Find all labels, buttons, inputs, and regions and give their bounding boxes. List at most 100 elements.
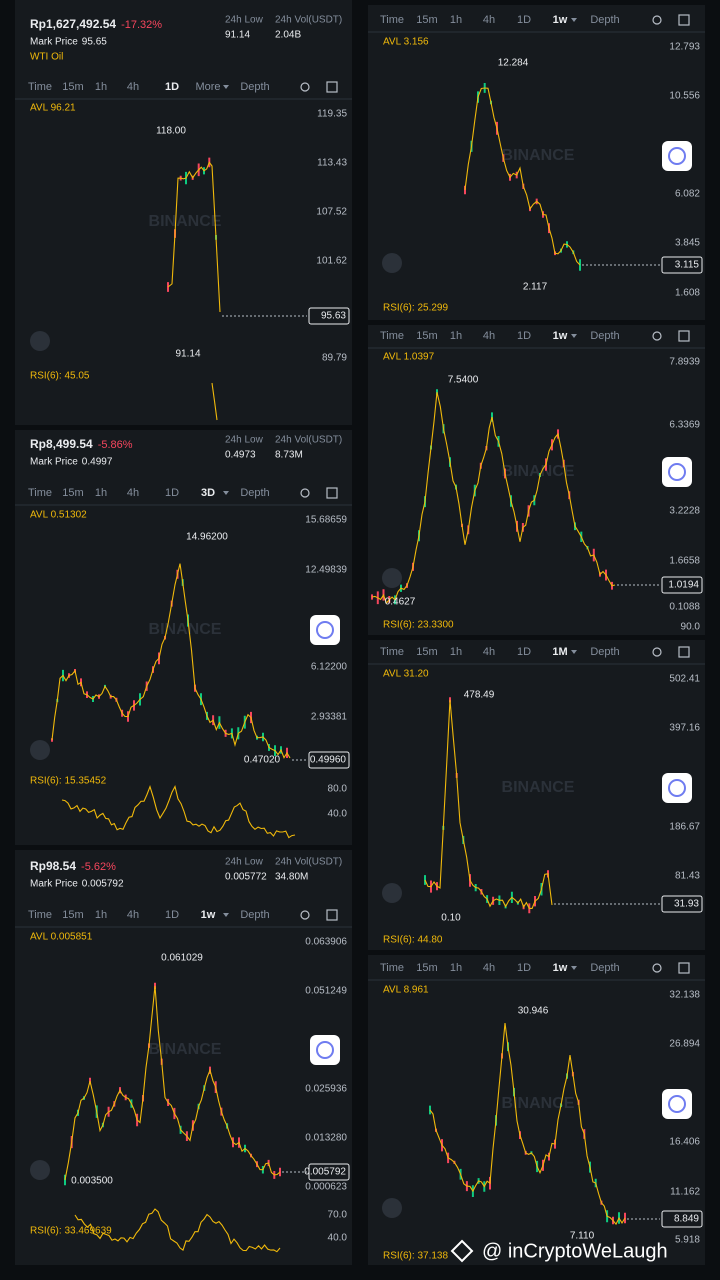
axis-label: 5.918 — [675, 1235, 700, 1246]
time-tab[interactable]: 15m — [416, 14, 437, 26]
time-tab[interactable]: 4h — [127, 487, 139, 499]
time-tab[interactable]: 1D — [165, 909, 179, 921]
expand-button[interactable] — [382, 253, 402, 273]
time-tab[interactable]: More — [195, 81, 220, 93]
expand-button[interactable] — [30, 331, 50, 351]
layout-icon[interactable] — [326, 81, 338, 93]
time-tab[interactable]: Depth — [590, 330, 619, 342]
time-tab[interactable]: 4h — [483, 330, 495, 342]
vol-label: 24h Vol(USDT) — [275, 857, 342, 868]
axis-label: 3.2228 — [669, 506, 700, 517]
time-tab[interactable]: Time — [380, 330, 404, 342]
last-price-box — [661, 576, 703, 594]
time-tab[interactable]: 15m — [416, 330, 437, 342]
time-tab[interactable]: Depth — [240, 487, 269, 499]
time-tab[interactable]: 1h — [450, 14, 462, 26]
settings-icon[interactable] — [300, 488, 310, 498]
watermark: BINANCE — [502, 1095, 575, 1112]
time-tab[interactable]: 15m — [416, 646, 437, 658]
assistant-icon — [668, 147, 686, 165]
time-tab[interactable]: 4h — [483, 14, 495, 26]
time-tab[interactable]: 1w — [553, 962, 568, 974]
layout-icon[interactable] — [326, 909, 338, 921]
layout-icon[interactable] — [678, 646, 690, 658]
time-tab[interactable]: 1h — [95, 487, 107, 499]
expand-button[interactable] — [30, 740, 50, 760]
time-tab[interactable]: 15m — [416, 962, 437, 974]
settings-icon[interactable] — [300, 910, 310, 920]
time-tab[interactable]: 1h — [450, 962, 462, 974]
layout-icon[interactable] — [678, 14, 690, 26]
time-tab[interactable]: 1h — [95, 81, 107, 93]
assistant-button[interactable] — [662, 773, 692, 803]
time-tab[interactable]: 1D — [165, 81, 179, 93]
time-tab[interactable]: Time — [380, 646, 404, 658]
time-tab[interactable]: 15m — [62, 487, 83, 499]
time-tab[interactable]: 1D — [517, 646, 531, 658]
layout-icon[interactable] — [678, 962, 690, 974]
price: Rp1,627,492.54 — [30, 17, 116, 31]
layout-icon[interactable] — [678, 330, 690, 342]
settings-icon[interactable] — [652, 331, 662, 341]
time-tab[interactable]: 1D — [165, 487, 179, 499]
time-tab[interactable]: 1w — [553, 14, 568, 26]
assistant-button[interactable] — [662, 141, 692, 171]
avl-label: AVL 3.156 — [383, 37, 429, 48]
time-tab[interactable]: Time — [380, 14, 404, 26]
assistant-button[interactable] — [662, 1089, 692, 1119]
avl-label: AVL 1.0397 — [383, 352, 435, 363]
time-tab[interactable]: 4h — [127, 909, 139, 921]
axis-label: 11.162 — [670, 1187, 700, 1198]
expand-button[interactable] — [382, 568, 402, 588]
expand-button[interactable] — [30, 1160, 50, 1180]
time-tab[interactable]: 1D — [517, 14, 531, 26]
axis-label: 0.000623 — [305, 1182, 347, 1193]
time-tab[interactable]: 1M — [552, 646, 567, 658]
time-tab[interactable]: 1h — [450, 330, 462, 342]
time-tab[interactable]: 1w — [201, 909, 216, 921]
time-tab[interactable]: Time — [28, 81, 52, 93]
axis-label: 6.3369 — [669, 420, 700, 431]
time-tab[interactable]: 1D — [517, 330, 531, 342]
expand-button[interactable] — [382, 883, 402, 903]
axis-label: 0.051249 — [305, 986, 347, 997]
time-tab[interactable]: Depth — [240, 81, 269, 93]
time-tab[interactable]: Depth — [240, 909, 269, 921]
time-tab[interactable]: 4h — [127, 81, 139, 93]
expand-button[interactable] — [382, 1198, 402, 1218]
avl-label: AVL 31.20 — [383, 669, 429, 680]
time-tab[interactable]: 4h — [483, 962, 495, 974]
last-price-box — [308, 1163, 350, 1181]
time-tab[interactable]: 15m — [62, 909, 83, 921]
time-tab[interactable]: 3D — [201, 487, 215, 499]
assistant-button[interactable] — [310, 615, 340, 645]
settings-icon[interactable] — [652, 15, 662, 25]
assistant-button[interactable] — [310, 1035, 340, 1065]
low-mark: 7.110 — [570, 1231, 595, 1242]
time-tab[interactable]: Depth — [590, 962, 619, 974]
dropdown-arrow — [571, 18, 577, 22]
time-tab[interactable]: 15m — [62, 81, 83, 93]
settings-icon[interactable] — [652, 647, 662, 657]
settings-icon[interactable] — [300, 82, 310, 92]
time-tab[interactable]: 4h — [483, 646, 495, 658]
time-tab[interactable]: Depth — [590, 14, 619, 26]
assistant-button[interactable] — [662, 457, 692, 487]
settings-icon[interactable] — [652, 963, 662, 973]
time-tab[interactable]: Time — [28, 909, 52, 921]
mark-label: Mark Price — [30, 37, 78, 48]
last-price: 3.115 — [675, 260, 700, 271]
time-tab[interactable]: Depth — [590, 646, 619, 658]
time-tab[interactable]: Time — [28, 487, 52, 499]
time-tab[interactable]: 1h — [95, 909, 107, 921]
time-tab[interactable]: 1w — [553, 330, 568, 342]
layout-icon[interactable] — [326, 487, 338, 499]
price-line — [64, 985, 281, 1181]
time-tab[interactable]: 1D — [517, 962, 531, 974]
axis-label: 2.93381 — [311, 712, 348, 723]
time-tab[interactable]: Time — [380, 962, 404, 974]
axis-label: 15.68659 — [305, 515, 347, 526]
time-tab[interactable]: 1h — [450, 646, 462, 658]
low-label: 24h Low — [225, 857, 264, 868]
axis-label: 1.6658 — [669, 556, 700, 567]
